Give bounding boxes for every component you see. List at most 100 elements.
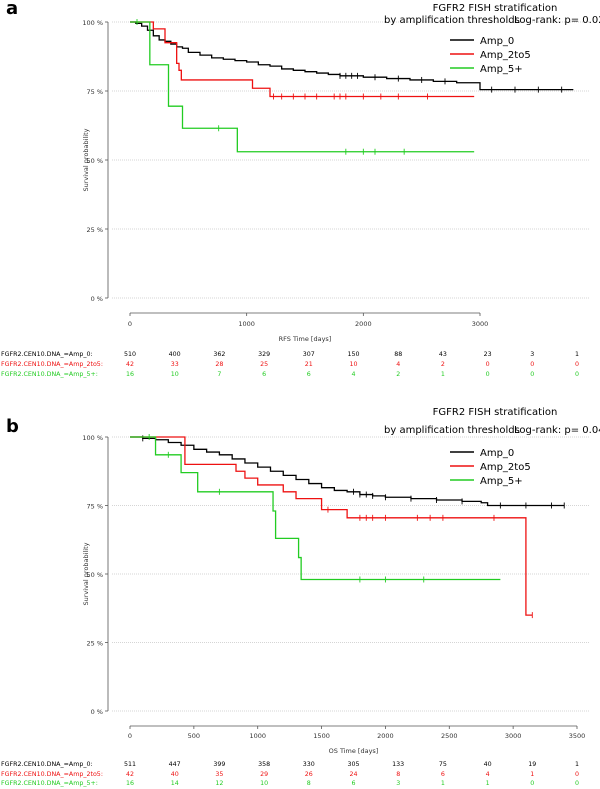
risk-row-label: FGFR2.CEN10.DNA_=Amp_5+:	[1, 780, 98, 787]
risk-cell: 10	[260, 780, 268, 787]
chart-subtitle: by amplification thresholds	[384, 15, 520, 26]
risk-row-label: FGFR2.CEN10.DNA_=Amp_5+:	[1, 371, 98, 378]
chart-title: FGFR2 FISH stratification	[433, 407, 558, 418]
risk-cell: 29	[260, 771, 268, 778]
risk-cell: 1	[441, 780, 445, 787]
y-tick-label: 25 %	[86, 640, 103, 648]
y-tick-label: 25 %	[86, 226, 103, 234]
risk-cell: 8	[307, 780, 311, 787]
x-tick-label: 1500	[313, 732, 330, 740]
risk-cell: 4	[396, 361, 400, 368]
x-tick-label: 2500	[441, 732, 458, 740]
y-axis-label: Survival probability	[82, 128, 90, 191]
x-axis-label: RFS Time [days]	[279, 335, 332, 343]
legend-label: Amp_2to5	[480, 462, 531, 473]
risk-cell: 19	[528, 761, 536, 768]
risk-row-label: FGFR2.CEN10.DNA_=Amp_2to5:	[1, 361, 103, 368]
risk-cell: 28	[215, 361, 223, 368]
risk-cell: 40	[484, 761, 492, 768]
risk-cell: 399	[213, 761, 225, 768]
y-tick-label: 75 %	[86, 503, 103, 511]
risk-cell: 6	[441, 771, 445, 778]
risk-cell: 23	[484, 351, 492, 358]
risk-cell: 21	[305, 361, 313, 368]
risk-cell: 16	[126, 371, 134, 378]
risk-cell: 0	[530, 361, 534, 368]
risk-cell: 10	[349, 361, 357, 368]
risk-cell: 0	[575, 771, 579, 778]
y-tick-label: 50 %	[86, 571, 103, 579]
series-line-amp-0	[130, 436, 565, 507]
risk-cell: 400	[169, 351, 181, 358]
legend-label: Amp_0	[480, 36, 514, 47]
y-tick-label: 50 %	[86, 157, 103, 165]
risk-cell: 2	[441, 361, 445, 368]
x-tick-label: 3000	[505, 732, 522, 740]
risk-cell: 0	[530, 371, 534, 378]
risk-cell: 12	[215, 780, 223, 787]
risk-cell: 1	[441, 371, 445, 378]
panel-label: b	[6, 416, 19, 437]
risk-cell: 0	[486, 361, 490, 368]
logrank-text: Log-rank: p= 0.02	[514, 15, 600, 26]
risk-cell: 42	[126, 771, 134, 778]
risk-cell: 3	[530, 351, 534, 358]
km-panel-b: b0 %25 %50 %75 %100 %0 500 1000 1500 2000 250…	[1, 407, 600, 787]
x-tick-label: 2000	[377, 732, 394, 740]
risk-cell: 0	[575, 780, 579, 787]
y-axis-label: Survival probability	[82, 542, 90, 605]
risk-cell: 133	[392, 761, 404, 768]
x-axis-label: OS Time [days]	[329, 747, 379, 755]
risk-cell: 4	[486, 771, 490, 778]
risk-cell: 447	[169, 761, 181, 768]
risk-cell: 307	[303, 351, 315, 358]
risk-cell: 14	[171, 780, 179, 787]
panel-label: a	[6, 0, 18, 19]
risk-cell: 362	[213, 351, 225, 358]
risk-cell: 6	[351, 780, 355, 787]
risk-cell: 25	[260, 361, 268, 368]
risk-cell: 1	[575, 351, 579, 358]
chart-title: FGFR2 FISH stratification	[433, 3, 558, 14]
risk-cell: 511	[124, 761, 136, 768]
legend-label: Amp_0	[480, 448, 514, 459]
risk-row-label: FGFR2.CEN10.DNA_=Amp_0:	[1, 351, 93, 358]
risk-cell: 0	[575, 361, 579, 368]
risk-cell: 150	[347, 351, 359, 358]
risk-cell: 24	[349, 771, 357, 778]
risk-cell: 6	[262, 371, 266, 378]
risk-cell: 42	[126, 361, 134, 368]
risk-cell: 1	[530, 771, 534, 778]
risk-cell: 0	[530, 780, 534, 787]
risk-cell: 4	[351, 371, 355, 378]
risk-cell: 3	[396, 780, 400, 787]
risk-cell: 8	[396, 771, 400, 778]
x-tick-label: 0	[128, 320, 132, 328]
series-line-amp-2to5	[130, 21, 475, 98]
risk-cell: 1	[575, 761, 579, 768]
risk-cell: 26	[305, 771, 313, 778]
x-tick-label: 1000	[238, 320, 255, 328]
risk-cell: 0	[575, 371, 579, 378]
x-tick-label: 1000	[249, 732, 266, 740]
legend-label: Amp_2to5	[480, 50, 531, 61]
risk-cell: 35	[215, 771, 223, 778]
risk-cell: 43	[439, 351, 447, 358]
logrank-text: Log-rank: p= 0.04	[514, 425, 600, 436]
legend-label: Amp_5+	[480, 64, 523, 75]
y-tick-label: 75 %	[86, 88, 103, 96]
risk-cell: 7	[217, 371, 221, 378]
x-tick-label: 0	[128, 732, 132, 740]
y-tick-label: 100 %	[82, 19, 103, 27]
y-tick-label: 0 %	[91, 708, 103, 716]
risk-cell: 10	[171, 371, 179, 378]
risk-cell: 2	[396, 371, 400, 378]
risk-cell: 16	[126, 780, 134, 787]
x-tick-label: 2000	[355, 320, 372, 328]
risk-cell: 330	[303, 761, 315, 768]
risk-cell: 33	[171, 361, 179, 368]
y-tick-label: 0 %	[91, 295, 103, 303]
risk-cell: 358	[258, 761, 270, 768]
